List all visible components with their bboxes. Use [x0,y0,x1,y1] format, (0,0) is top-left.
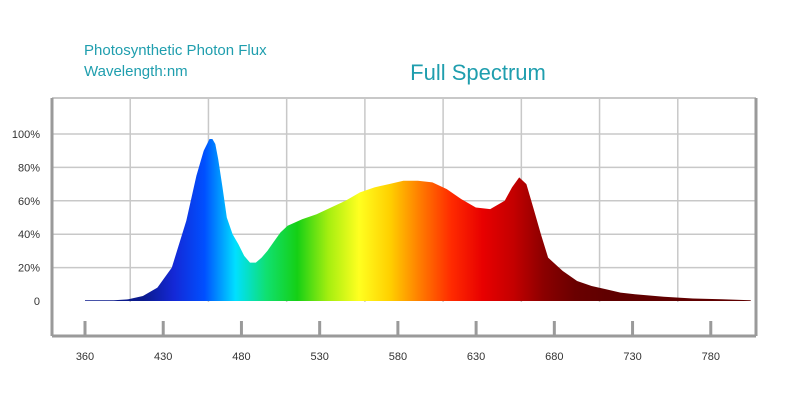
y-axis: 0 20% 40% 60% 80% 100% [12,129,40,308]
y-tick-label: 60% [18,196,40,208]
x-tick-label: 480 [232,351,250,363]
spectrum-area-layer [85,139,751,301]
chart-title: Full Spectrum [410,60,546,85]
spectrum-area [85,139,751,301]
caption-wavelength-unit: Wavelength:nm [84,63,188,80]
y-tick-label: 20% [18,263,40,275]
y-tick-label: 40% [18,229,40,241]
x-tick-label: 530 [310,351,328,363]
x-tick-label: 430 [154,351,172,363]
x-tick-label: 780 [702,351,720,363]
caption-photon-flux: Photosynthetic Photon Flux [84,42,267,59]
x-tick-label: 360 [76,351,94,363]
y-tick-label: 80% [18,162,40,174]
x-axis: 360 430 480 530 580 630 680 730 780 [76,321,720,363]
grid [52,97,756,302]
x-tick-label: 680 [545,351,563,363]
chart-frame [50,98,758,338]
x-tick-label: 580 [389,351,407,363]
x-tick-label: 630 [467,351,485,363]
y-tick-label: 100% [12,129,40,141]
x-tick-label: 730 [623,351,641,363]
y-tick-label: 0 [34,296,40,308]
